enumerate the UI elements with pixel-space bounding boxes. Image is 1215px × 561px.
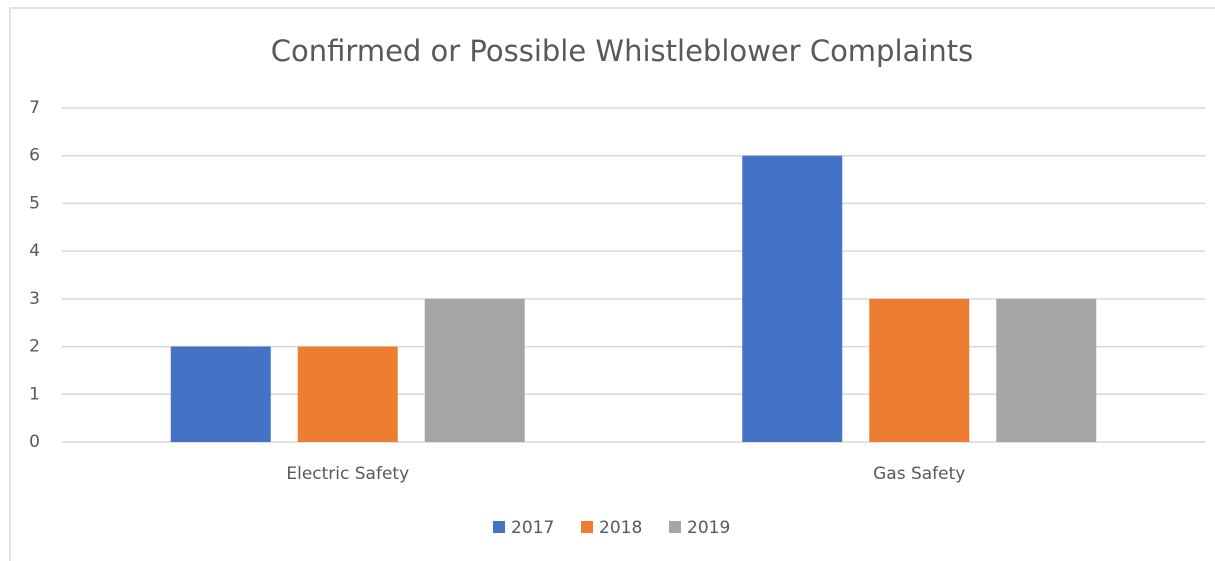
bar	[424, 298, 525, 442]
y-tick-label: 2	[29, 337, 40, 357]
legend-label: 2017	[511, 518, 554, 538]
bar	[869, 298, 970, 442]
x-tick-label: Gas Safety	[873, 464, 965, 484]
legend-swatch	[493, 521, 505, 533]
chart-title: Confirmed or Possible Whistleblower Comp…	[271, 34, 973, 68]
legend-label: 2018	[599, 518, 642, 538]
chart-frame	[9, 7, 1215, 561]
y-tick-label: 0	[29, 432, 40, 452]
bar	[297, 346, 398, 442]
legend-label: 2019	[687, 518, 730, 538]
bar	[170, 346, 271, 442]
y-tick-label: 3	[29, 289, 40, 309]
y-tick-label: 6	[29, 146, 40, 166]
x-tick-label: Electric Safety	[286, 464, 409, 484]
y-tick-label: 1	[29, 384, 40, 404]
y-tick-label: 7	[29, 98, 40, 118]
bar	[742, 155, 843, 442]
y-tick-label: 4	[29, 241, 40, 261]
y-tick-label: 5	[29, 193, 40, 213]
bar	[996, 298, 1097, 442]
legend-swatch	[669, 521, 681, 533]
legend-swatch	[581, 521, 593, 533]
